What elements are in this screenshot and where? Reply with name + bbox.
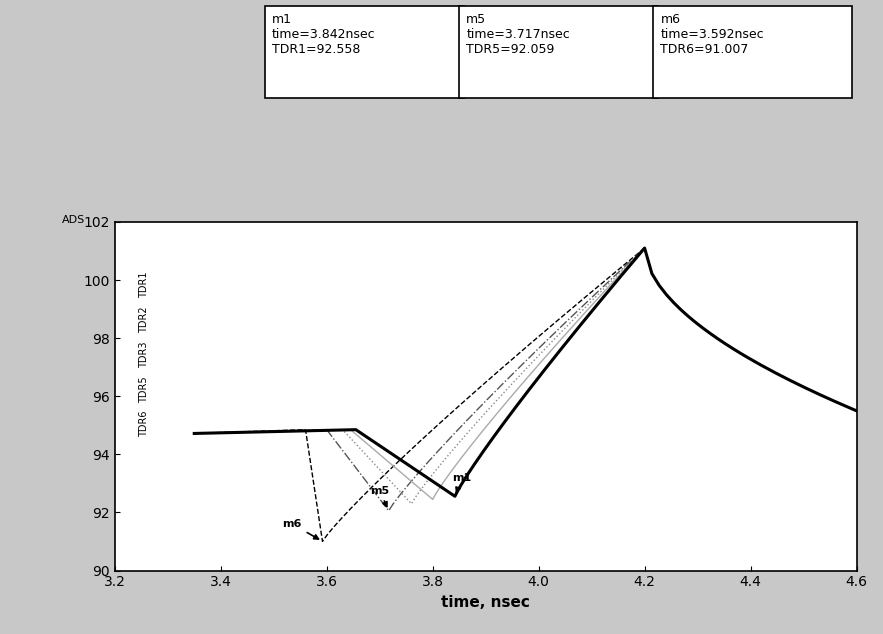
TDR6 [189, 430, 200, 437]
TDR5 [383, 507, 394, 515]
TDR6 [203, 429, 214, 437]
TDR2 [341, 426, 351, 434]
TDR2 [209, 429, 220, 437]
TDR2 [189, 430, 200, 437]
Line: TDR1: TDR1 [194, 248, 857, 496]
Text: m6: m6 [283, 519, 319, 539]
Text: TDR5: TDR5 [140, 376, 149, 403]
TDR1 [284, 427, 295, 435]
TDR1 [851, 407, 862, 415]
Text: TDR1: TDR1 [140, 271, 149, 298]
TDR2 [568, 323, 578, 330]
Text: m1
time=3.842nsec
TDR1=92.558: m1 time=3.842nsec TDR1=92.558 [272, 13, 375, 56]
TDR5 [206, 429, 216, 437]
TDR6 [639, 244, 650, 252]
TDR2 [281, 427, 291, 435]
Text: m5: m5 [370, 486, 389, 507]
TDR6 [317, 538, 328, 545]
TDR3 [851, 407, 862, 415]
TDR6 [514, 349, 525, 357]
TDR1 [639, 244, 650, 252]
TDR1 [404, 462, 415, 470]
TDR1 [565, 333, 576, 341]
TDR3 [276, 427, 287, 435]
Line: TDR2: TDR2 [194, 248, 857, 500]
Text: TDR3: TDR3 [140, 341, 149, 368]
TDR3 [639, 244, 650, 252]
TDR3 [208, 429, 219, 437]
TDR5 [355, 470, 366, 477]
TDR2 [639, 244, 650, 252]
TDR1 [346, 426, 357, 434]
X-axis label: time, nsec: time, nsec [442, 595, 530, 610]
Line: TDR3: TDR3 [194, 248, 857, 504]
TDR5 [851, 407, 862, 415]
TDR5 [553, 326, 563, 333]
TDR2 [389, 463, 400, 471]
TDR3 [406, 500, 417, 508]
TDR5 [189, 430, 200, 437]
Text: m5
time=3.717nsec
TDR5=92.059: m5 time=3.717nsec TDR5=92.059 [466, 13, 570, 56]
Text: TDR2: TDR2 [140, 306, 149, 333]
TDR2 [851, 407, 862, 415]
Text: m6
time=3.592nsec
TDR6=91.007: m6 time=3.592nsec TDR6=91.007 [660, 13, 764, 56]
TDR3 [548, 336, 559, 344]
TDR3 [334, 426, 344, 434]
TDR6 [298, 426, 308, 434]
Y-axis label: ADS: ADS [63, 215, 86, 225]
TDR1 [575, 321, 585, 329]
TDR6 [530, 335, 540, 343]
Line: TDR6: TDR6 [194, 248, 857, 541]
TDR5 [267, 427, 277, 435]
TDR1 [189, 430, 200, 437]
TDR3 [561, 324, 571, 332]
TDR5 [318, 426, 328, 434]
TDR6 [851, 407, 862, 415]
Text: m1: m1 [452, 472, 472, 492]
TDR6 [254, 427, 265, 435]
TDR5 [639, 244, 650, 252]
TDR2 [556, 335, 567, 342]
TDR1 [209, 429, 220, 437]
TDR3 [189, 430, 200, 437]
Text: TDR6: TDR6 [140, 411, 149, 437]
TDR2 [427, 496, 438, 503]
TDR3 [374, 466, 385, 474]
Line: TDR5: TDR5 [194, 248, 857, 511]
TDR5 [540, 339, 550, 346]
TDR1 [449, 493, 460, 500]
TDR6 [309, 486, 320, 494]
